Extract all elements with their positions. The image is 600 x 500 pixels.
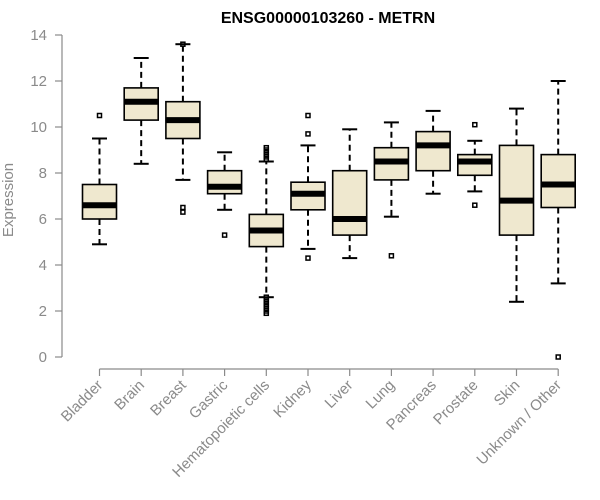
outlier-point [96,112,103,119]
iqr-box [498,144,535,236]
iqr-box [331,169,368,236]
y-tick-label: 10 [30,119,47,136]
y-tick-label: 2 [39,303,47,320]
x-tick-label: Breast [147,376,190,419]
y-tick-label: 0 [39,349,47,366]
box-group [81,112,118,246]
outlier-point [263,294,270,300]
x-tick-label: Lung [363,377,399,413]
boxes-layer [81,41,577,360]
outlier-point [555,354,561,360]
x-tick-label: Kidney [270,376,315,421]
box-group [290,112,326,261]
box-group [206,151,243,238]
y-tick-label: 8 [39,165,47,182]
y-tick-label: 14 [30,27,47,44]
outlier-point [180,204,186,211]
outlier-point [388,253,395,259]
outlier-point [180,41,186,47]
x-tick-label: Skin [491,377,524,410]
outlier-point [472,202,478,208]
x-tick-label: Brain [111,377,148,414]
y-tick-label: 6 [39,211,47,228]
outlier-point [305,112,311,119]
y-axis-title: Expression [0,163,17,237]
outlier-point [305,131,311,137]
outlier-point [305,255,311,261]
x-tick-label: Bladder [58,377,107,426]
box-group [123,57,159,165]
iqr-box [540,153,577,209]
box-group [373,121,410,259]
box-group [456,121,493,208]
outlier-point [221,232,228,238]
outlier-point [180,209,186,215]
iqr-box [456,153,493,177]
outlier-point [263,144,270,151]
outlier-point [472,121,478,128]
x-tick-label: Prostate [430,377,482,429]
y-tick-label: 4 [39,257,47,274]
box-group [331,128,368,260]
iqr-box [415,130,451,172]
y-axis: 0 2 4 6 8 10 12 14 [30,27,63,366]
box-group [540,80,577,360]
iqr-box [81,183,118,220]
box-group [165,41,201,215]
box-group [248,144,285,317]
y-tick-label: 12 [30,73,47,90]
box-group [498,107,535,303]
iqr-box [206,169,243,195]
chart-title: ENSG00000103260 - METRN [221,10,435,27]
x-tick-label: Liver [322,377,357,412]
box-group [415,109,451,195]
